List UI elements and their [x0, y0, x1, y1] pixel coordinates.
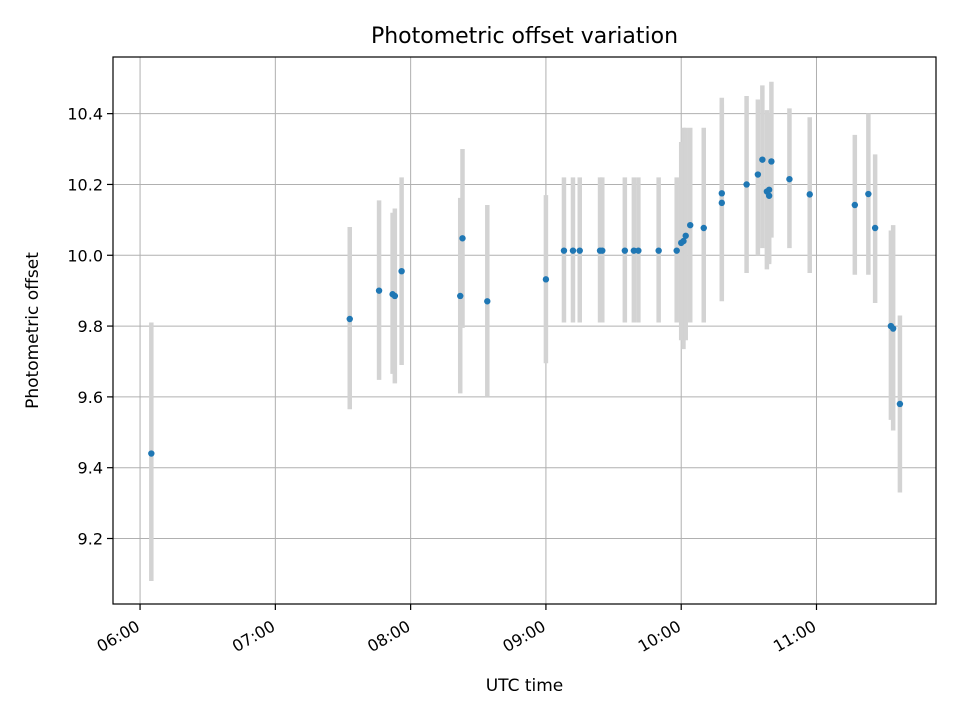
- data-point: [786, 175, 793, 183]
- data-point: [542, 276, 550, 283]
- data-point: [765, 186, 773, 193]
- data-point: [700, 224, 707, 232]
- y-tick-label: 10.4: [67, 105, 103, 124]
- data-point: [346, 315, 353, 323]
- grid: [113, 57, 936, 604]
- y-tick-label: 10.2: [67, 175, 103, 194]
- x-axis-label: UTC time: [486, 676, 564, 696]
- data-point: [375, 287, 383, 294]
- data-point: [687, 221, 694, 229]
- y-tick-label: 9.4: [78, 459, 103, 478]
- data-point: [635, 247, 642, 254]
- data-point: [484, 298, 491, 305]
- data-point: [398, 267, 405, 275]
- data-point: [459, 235, 466, 242]
- data-point: [718, 199, 725, 207]
- data-point: [743, 181, 750, 188]
- data-point: [765, 192, 773, 199]
- plot-frame: [112, 56, 937, 605]
- data-point: [457, 292, 464, 300]
- data-point: [621, 247, 629, 254]
- data-points: [148, 156, 904, 457]
- data-point: [560, 247, 568, 254]
- data-point: [851, 201, 859, 209]
- y-axis-label: Photometric offset: [23, 252, 43, 409]
- data-point: [754, 171, 762, 178]
- data-point: [630, 247, 638, 254]
- y-axis-ticks: 9.2 9.4 9.6 9.8 10.0 10.2 10.4: [67, 105, 113, 549]
- y-tick-label: 9.8: [78, 317, 103, 336]
- y-tick-label: 9.2: [78, 530, 103, 549]
- data-point: [682, 232, 689, 239]
- data-point: [871, 224, 879, 232]
- data-point: [889, 325, 897, 332]
- data-point: [569, 247, 577, 254]
- data-point: [148, 450, 155, 457]
- data-point: [865, 190, 872, 198]
- data-point: [768, 158, 775, 165]
- data-point: [576, 247, 583, 254]
- data-point: [391, 292, 399, 300]
- data-point: [673, 247, 680, 254]
- data-point: [680, 237, 687, 245]
- y-tick-label: 10.0: [67, 246, 103, 265]
- data-point: [599, 247, 606, 254]
- data-point: [806, 191, 813, 198]
- data-point: [718, 190, 725, 197]
- y-tick-label: 9.6: [78, 388, 103, 407]
- chart-title: Photometric offset variation: [371, 24, 678, 49]
- data-point: [759, 156, 766, 163]
- data-point: [655, 247, 662, 254]
- data-point: [896, 400, 904, 408]
